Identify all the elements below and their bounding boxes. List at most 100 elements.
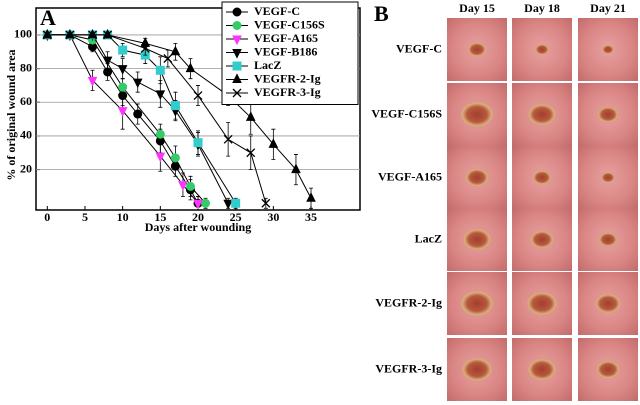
- marker: [185, 181, 195, 191]
- wound: [458, 100, 496, 129]
- wound: [525, 290, 559, 317]
- marker: [170, 153, 180, 163]
- marker: [232, 21, 242, 30]
- marker: [193, 199, 203, 210]
- x-tick-label: 0: [44, 210, 50, 224]
- marker: [231, 198, 241, 208]
- marker: [232, 35, 242, 46]
- wound: [458, 289, 496, 318]
- legend-label: VEGF-C: [254, 4, 300, 18]
- legend-label: LacZ: [254, 58, 281, 72]
- y-tick-label: 40: [20, 128, 32, 142]
- marker: [163, 54, 173, 63]
- marker: [118, 45, 128, 55]
- marker: [87, 76, 98, 87]
- marker: [170, 45, 181, 56]
- marker: [232, 49, 242, 59]
- wound: [601, 44, 615, 55]
- wound: [461, 227, 493, 252]
- x-tick-label: 10: [117, 210, 129, 224]
- x-tick-label: 25: [230, 210, 242, 224]
- marker: [88, 30, 97, 40]
- x-tick-label: 15: [154, 210, 166, 224]
- legend-label: VEGFR-2-Ig: [254, 71, 321, 85]
- marker: [42, 28, 53, 39]
- wound: [526, 102, 558, 127]
- wound: [600, 171, 616, 184]
- wound: [460, 356, 494, 383]
- marker: [65, 28, 75, 39]
- wound: [534, 43, 550, 56]
- legend-label: VEGF-B186: [254, 44, 317, 58]
- row-label: VEGF-C156S: [371, 106, 442, 120]
- marker: [103, 30, 113, 40]
- marker: [87, 28, 98, 39]
- marker: [42, 30, 52, 40]
- x-tick-label: 35: [305, 210, 317, 224]
- legend-label: VEGFR-3-Ig: [254, 85, 321, 99]
- marker: [261, 198, 271, 208]
- panel-label: B: [374, 1, 389, 26]
- x-tick-label: 5: [82, 210, 88, 224]
- wound: [526, 357, 558, 382]
- marker: [155, 129, 165, 139]
- marker: [223, 199, 233, 210]
- marker: [185, 62, 196, 73]
- legend-label: VEGF-C156S: [254, 17, 325, 31]
- marker: [117, 107, 128, 117]
- marker: [245, 111, 256, 121]
- series-line: [47, 34, 206, 204]
- y-tick-label: 60: [20, 94, 32, 108]
- wound: [464, 167, 490, 188]
- row-label: VEGF-C: [396, 41, 442, 55]
- panel-label: A: [40, 5, 56, 30]
- marker: [291, 163, 301, 174]
- x-axis-label: Days after wounding: [145, 220, 251, 234]
- marker: [178, 181, 188, 191]
- wound: [593, 292, 623, 315]
- y-tick-label: 80: [20, 60, 32, 74]
- x-tick-label: 30: [267, 210, 279, 224]
- marker: [117, 65, 128, 75]
- marker: [155, 152, 166, 163]
- legend: VEGF-CVEGF-C156SVEGF-A165VEGF-B186LacZVE…: [221, 1, 359, 105]
- marker: [268, 138, 279, 148]
- marker: [133, 109, 143, 119]
- column-header: Day 18: [524, 1, 560, 15]
- wound: [529, 229, 555, 250]
- marker: [193, 138, 203, 148]
- marker: [102, 56, 113, 67]
- marker: [201, 198, 211, 208]
- marker: [132, 78, 143, 89]
- marker: [232, 88, 242, 98]
- y-tick-label: 100: [14, 27, 32, 41]
- marker: [155, 65, 165, 75]
- column-header: Day 15: [459, 1, 495, 15]
- row-label: LacZ: [415, 231, 442, 245]
- row-label: VEGFR-2-Ig: [375, 295, 442, 309]
- marker: [170, 101, 180, 111]
- y-tick-label: 20: [20, 161, 32, 175]
- photo-grid: Day 15 Day 18 Day 21 VEGF-C VEGF-C156S VEGF-A…: [371, 1, 638, 401]
- marker: [103, 67, 113, 77]
- marker: [232, 61, 242, 71]
- row-label: VEGFR-3-Ig: [375, 361, 442, 375]
- row-label: VEGF-A165: [378, 169, 442, 183]
- marker: [140, 43, 150, 53]
- marker: [306, 192, 316, 202]
- marker: [193, 91, 203, 100]
- wound: [466, 41, 488, 58]
- marker: [232, 7, 242, 17]
- marker: [118, 82, 128, 92]
- y-axis-label: % of original wound area: [4, 49, 18, 180]
- marker: [246, 148, 256, 158]
- x-tick-label: 20: [192, 210, 204, 224]
- legend-box: [221, 1, 359, 105]
- series-line: [47, 34, 267, 204]
- legend-label: VEGF-A165: [254, 31, 318, 45]
- marker: [155, 90, 166, 100]
- marker: [65, 30, 75, 40]
- wound: [597, 231, 619, 248]
- column-header: Day 21: [590, 1, 626, 15]
